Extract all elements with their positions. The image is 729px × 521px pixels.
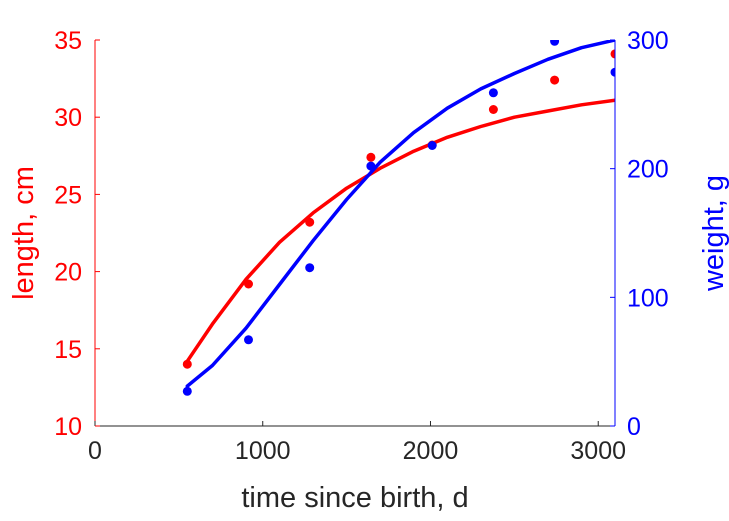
axes-layer: 0 1000 2000 3000 10 15 20 25 30 35 0 100 200 300 [54,27,669,465]
data-point-left [610,49,615,59]
y-left-tick-label: 25 [54,181,82,209]
data-point-right [366,161,376,171]
y-left-tick-label: 30 [54,104,82,132]
data-point-right [488,88,498,98]
fit-curve-left [185,98,615,363]
y-axis-right-label: weight, g [698,175,729,292]
data-point-right [550,40,560,46]
data-point-left [182,359,192,369]
data-point-right [610,67,615,77]
y-right-tick-label: 0 [627,413,641,441]
x-tick-label: 3000 [570,437,626,465]
x-axis-label: time since birth, d [241,482,468,514]
y-right-tick-label: 100 [627,284,669,312]
y-left-tick-label: 20 [54,259,82,287]
data-point-left [550,75,560,85]
y-right-tick-label: 300 [627,27,669,55]
data-point-right [305,263,315,273]
y-right-tick-label: 200 [627,156,669,184]
data-point-right [182,386,192,396]
y-axis-left-label: length, cm [8,166,40,300]
data-point-right [244,335,253,345]
x-tick-label: 0 [88,437,102,465]
y-left-tick-label: 35 [54,27,82,55]
data-point-left [244,279,253,289]
data-point-right [427,141,437,150]
data-point-left [488,105,498,114]
series-layer [182,40,615,396]
fit-curve-right [185,40,615,388]
data-point-left [305,217,315,227]
x-tick-label: 2000 [403,437,459,465]
y-left-tick-label: 10 [54,413,82,441]
x-tick-label: 1000 [235,437,291,465]
y-left-tick-label: 15 [54,336,82,364]
data-point-left [366,152,376,162]
